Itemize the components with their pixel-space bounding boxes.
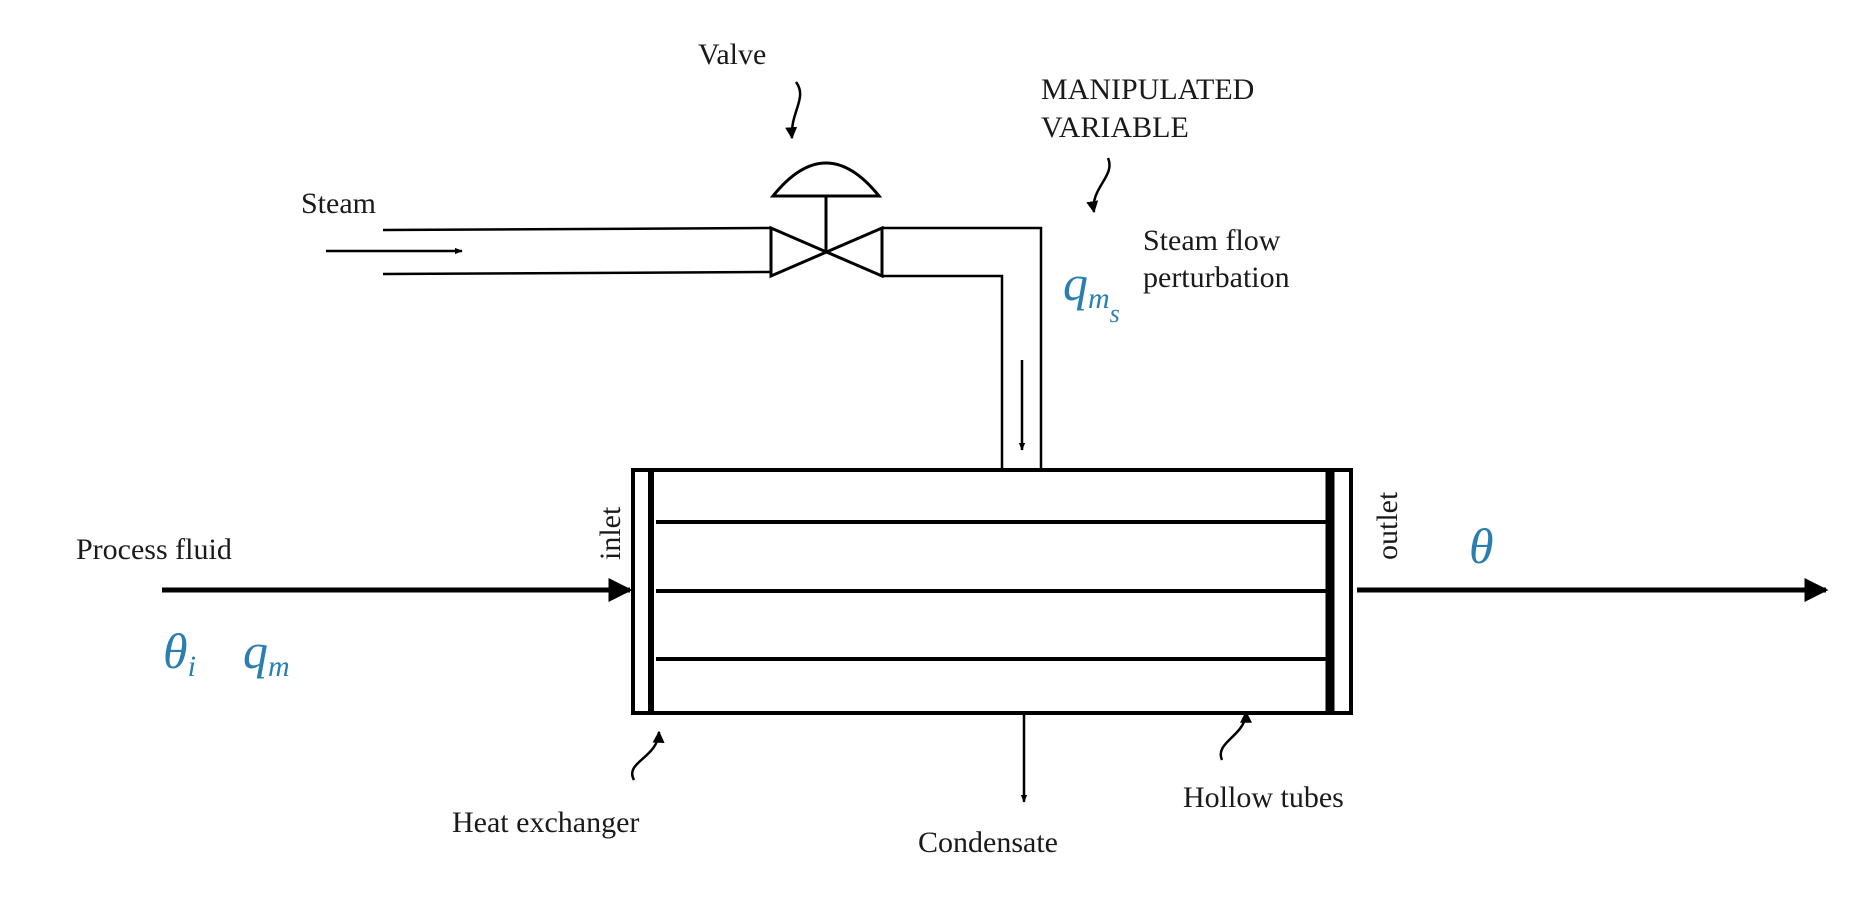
control-valve [769, 161, 884, 279]
manipulated-variable-label-line2: VARIABLE [1041, 111, 1189, 144]
steam-mass-flow-sub-m: m [1088, 282, 1110, 315]
outlet-label: outlet [1371, 491, 1404, 560]
manipulated-variable-pointer-arrow [1086, 157, 1111, 214]
valve-label: Valve [698, 38, 766, 71]
steam-label: Steam [301, 187, 376, 220]
hollow-tubes-pointer-arrow [1219, 710, 1252, 761]
inlet-temperature-theta: θ [163, 623, 188, 679]
mass-flow-symbol: qm [243, 623, 290, 683]
condensate-label: Condensate [918, 826, 1058, 859]
hollow-tubes-label: Hollow tubes [1183, 781, 1344, 814]
heat-exchanger-pointer-arrow [630, 730, 665, 781]
manipulated-variable-label-line1: MANIPULATED [1041, 73, 1254, 106]
steam-mass-flow-symbol: qms [1063, 255, 1120, 328]
steam-outlet-pipe [882, 226, 1043, 470]
steam-mass-flow-q: q [1063, 255, 1088, 311]
heat-exchanger-label: Heat exchanger [452, 806, 639, 839]
mass-flow-sub-m: m [268, 650, 290, 683]
process-fluid-label: Process fluid [76, 533, 232, 566]
inlet-temperature-sub-i: i [188, 650, 196, 683]
inlet-label: inlet [594, 506, 627, 560]
steam-flow-label-line2: perturbation [1143, 261, 1290, 294]
steam-supply-pipe [382, 226, 772, 276]
outlet-temperature-symbol: θ [1469, 518, 1494, 574]
steam-flow-label-line1: Steam flow [1143, 224, 1281, 257]
valve-pointer-arrow [785, 81, 802, 140]
steam-mass-flow-sub-s: s [1110, 299, 1120, 328]
heat-exchanger-shell [631, 468, 1353, 715]
mass-flow-q: q [243, 623, 268, 679]
hollow-tubes [656, 520, 1326, 661]
inlet-temperature-symbol: θi [163, 623, 196, 683]
